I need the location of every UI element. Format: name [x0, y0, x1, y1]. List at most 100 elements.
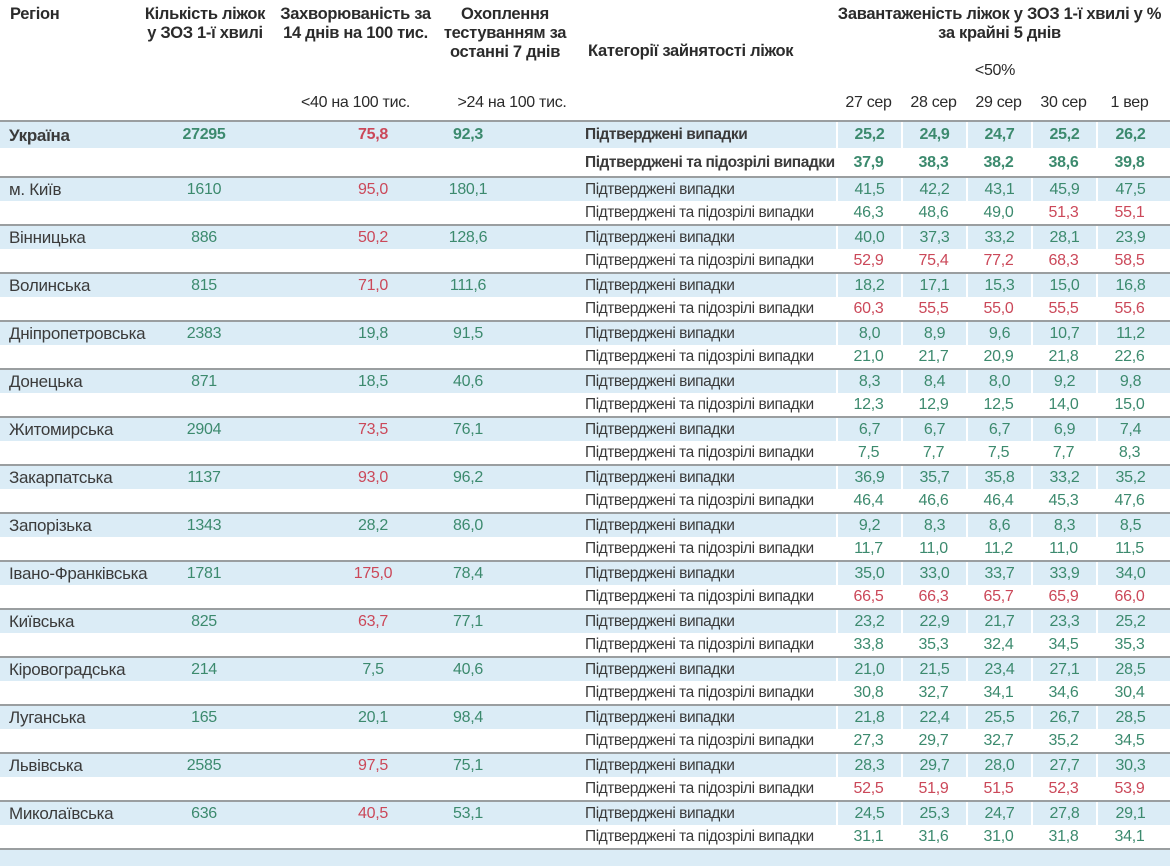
occupancy-value: 36,9 — [836, 466, 901, 489]
testing-value: 180,1 — [448, 180, 488, 198]
occupancy-value: 55,5 — [918, 300, 949, 317]
category-label: Підтверджені випадки — [585, 228, 735, 246]
occupancy-value: 12,3 — [853, 396, 884, 413]
beds-value: 27295 — [182, 126, 226, 143]
col-header-beds: Кількість ліжок у ЗОЗ 1-ї хвилі — [144, 5, 266, 42]
region-block: м. Київ 1610 95,0 180,1 Підтверджені випадки… — [0, 176, 1170, 224]
category-label: Підтверджені випадки — [585, 564, 735, 582]
table-row-confirmed: Луганська 165 20,1 98,4 Підтверджені випадки… — [0, 706, 1170, 730]
category-label: Підтверджені випадки — [585, 126, 748, 144]
testing-value: 40,6 — [453, 372, 483, 390]
region-name: Київська — [9, 612, 75, 631]
table-row-confirmed: Івано-Франківська 1781 175,0 78,4 Підтвердже… — [0, 562, 1170, 586]
table-row-confirmed-suspected: Підтверджені та підозрілі випадки 21,0 21,… — [0, 346, 1170, 368]
testing-value: 128,6 — [448, 228, 488, 246]
occupancy-value: 21,0 — [853, 348, 884, 365]
occupancy-value: 46,6 — [918, 492, 949, 509]
testing-value: 91,5 — [453, 324, 483, 342]
occupancy-value: 33,0 — [901, 562, 966, 585]
beds-value: 871 — [191, 372, 217, 390]
occupancy-value: 6,9 — [1031, 418, 1096, 441]
testing-value: 92,3 — [453, 126, 483, 143]
occupancy-value: 33,8 — [853, 636, 884, 653]
occupancy-value: 15,0 — [1031, 274, 1096, 297]
occupancy-value: 38,6 — [1048, 154, 1079, 171]
table-row-confirmed: Донецька 871 18,5 40,6 Підтверджені випадки 8… — [0, 370, 1170, 394]
occupancy-value: 35,7 — [901, 466, 966, 489]
occupancy-value: 16,8 — [1096, 274, 1163, 297]
region-name: Закарпатська — [9, 468, 113, 487]
table-row-confirmed-suspected: Підтверджені та підозрілі випадки 60,3 55,… — [0, 298, 1170, 320]
occupancy-value: 6,7 — [901, 418, 966, 441]
occupancy-value: 75,4 — [918, 252, 949, 269]
occupancy-value: 24,7 — [966, 122, 1031, 148]
date-header: 1 вер — [1110, 94, 1149, 111]
category-label: Підтверджені випадки — [585, 468, 735, 486]
occupancy-value: 8,0 — [966, 370, 1031, 393]
category-label: Підтверджені та підозрілі випадки — [585, 252, 814, 270]
beds-value: 1610 — [186, 180, 222, 198]
category-label: Підтверджені випадки — [585, 660, 735, 678]
occupancy-value: 55,5 — [1048, 300, 1079, 317]
region-name: Кіровоградська — [9, 660, 126, 679]
occupancy-value: 24,7 — [966, 802, 1031, 825]
occupancy-value: 43,1 — [966, 178, 1031, 201]
occupancy-value: 28,1 — [1031, 226, 1096, 249]
occupancy-value: 30,3 — [1096, 754, 1163, 777]
occupancy-value: 8,3 — [836, 370, 901, 393]
table-row-confirmed: Миколаївська 636 40,5 53,1 Підтверджені випа… — [0, 802, 1170, 826]
region-block: Житомирська 2904 73,5 76,1 Підтверджені випа… — [0, 416, 1170, 464]
region-block: Кіровоградська 214 7,5 40,6 Підтверджені вип… — [0, 656, 1170, 704]
table-row-confirmed: Київська 825 63,7 77,1 Підтверджені випадки 2… — [0, 610, 1170, 634]
occupancy-value: 23,4 — [966, 658, 1031, 681]
incidence-value: 63,7 — [358, 612, 388, 630]
beds-value: 165 — [191, 708, 217, 726]
incidence-value: 28,2 — [358, 516, 388, 534]
occupancy-value: 23,3 — [1031, 610, 1096, 633]
occupancy-value: 28,5 — [1096, 658, 1163, 681]
occupancy-value: 14,0 — [1048, 396, 1079, 413]
category-label: Підтверджені випадки — [585, 420, 735, 438]
date-header: 27 сер — [845, 94, 892, 111]
incidence-value: 93,0 — [358, 468, 388, 486]
incidence-value: 175,0 — [353, 564, 393, 582]
occupancy-value: 35,2 — [1048, 732, 1079, 749]
incidence-value: 71,0 — [358, 276, 388, 294]
occupancy-value: 52,9 — [853, 252, 884, 269]
occupancy-value: 23,9 — [1096, 226, 1163, 249]
occupancy-value: 66,3 — [918, 588, 949, 605]
occupancy-value: 11,2 — [1096, 322, 1163, 345]
table-row-confirmed-suspected: Підтверджені та підозрілі випадки 27,3 29,… — [0, 730, 1170, 752]
occupancy-value: 35,3 — [1114, 636, 1145, 653]
occupancy-value: 38,3 — [918, 154, 949, 171]
occupancy-value: 65,9 — [1048, 588, 1079, 605]
occupancy-value: 9,6 — [966, 322, 1031, 345]
partial-next-row — [0, 848, 1170, 866]
table-row-confirmed-suspected: Підтверджені та підозрілі випадки 12,3 12,… — [0, 394, 1170, 416]
occupancy-value: 24,5 — [836, 802, 901, 825]
region-block: Вінницька 886 50,2 128,6 Підтверджені випадк… — [0, 224, 1170, 272]
occupancy-value: 9,8 — [1096, 370, 1163, 393]
occupancy-value: 26,2 — [1096, 122, 1163, 148]
category-label: Підтверджені та підозрілі випадки — [585, 828, 814, 846]
occupancy-value: 52,5 — [853, 780, 884, 797]
category-label: Підтверджені та підозрілі випадки — [585, 444, 814, 462]
occupancy-value: 8,3 — [901, 514, 966, 537]
occupancy-value: 21,8 — [1048, 348, 1079, 365]
table-row-confirmed-suspected: Підтверджені та підозрілі випадки 7,5 7,7 7… — [0, 442, 1170, 464]
occupancy-value: 35,0 — [836, 562, 901, 585]
category-label: Підтверджені та підозрілі випадки — [585, 540, 814, 558]
col-header-occupancy: Завантаженість ліжок у ЗОЗ 1-ї хвилі у %… — [837, 5, 1162, 42]
category-label: Підтверджені випадки — [585, 372, 735, 390]
incidence-value: 7,5 — [362, 660, 384, 678]
region-block: Київська 825 63,7 77,1 Підтверджені випадки 2… — [0, 608, 1170, 656]
occupancy-value: 11,0 — [919, 540, 948, 557]
occupancy-value: 30,8 — [853, 684, 884, 701]
category-label: Підтверджені та підозрілі випадки — [585, 780, 814, 798]
table-row-confirmed: Волинська 815 71,0 111,6 Підтверджені випадк… — [0, 274, 1170, 298]
testing-threshold-label: >24 на 100 тис. — [457, 94, 567, 111]
testing-value: 86,0 — [453, 516, 483, 534]
incidence-value: 95,0 — [358, 180, 388, 198]
occupancy-value: 46,4 — [983, 492, 1014, 509]
region-block: Закарпатська 1137 93,0 96,2 Підтверджені вип… — [0, 464, 1170, 512]
